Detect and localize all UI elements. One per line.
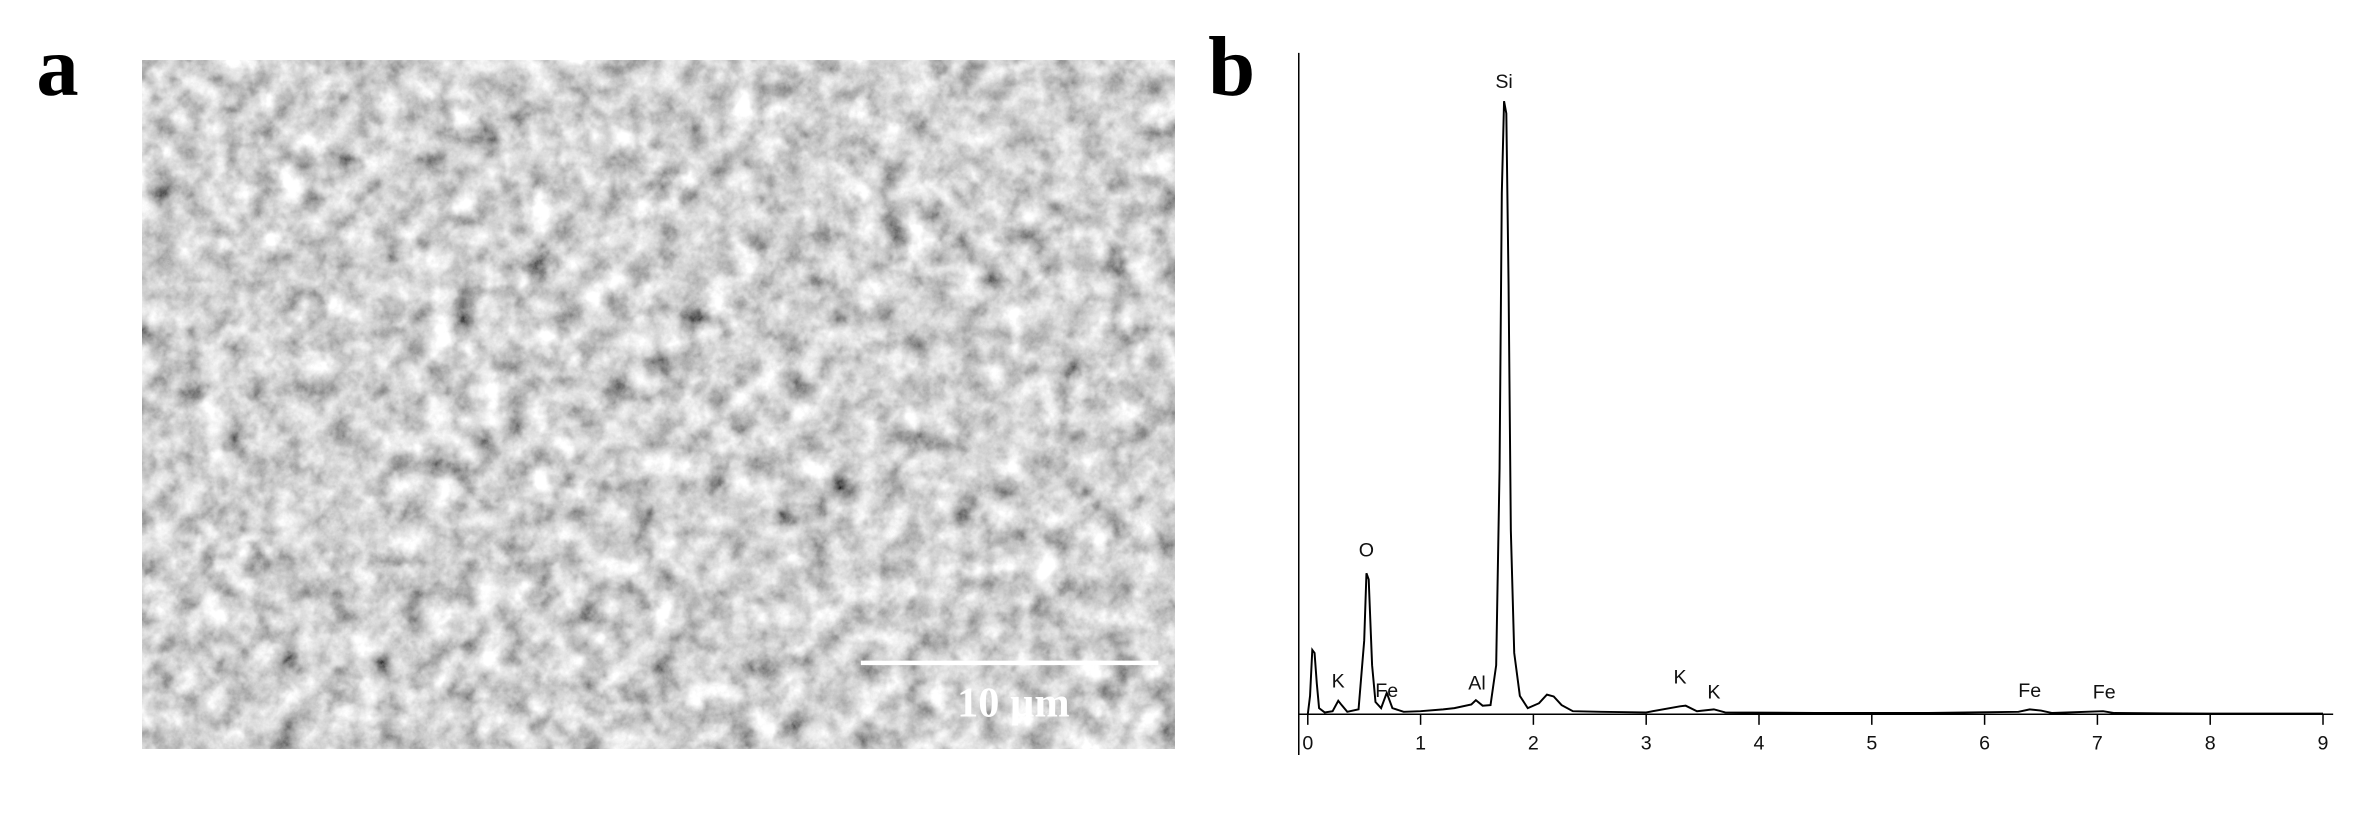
x-tick-label: 5 (1866, 733, 1877, 755)
panel-label: a (36, 21, 78, 114)
panel-label: b (1208, 21, 1255, 114)
peak-label: K (1673, 666, 1686, 688)
peak-label: Si (1495, 71, 1512, 93)
peak-label: K (1707, 682, 1720, 704)
x-tick-label: 3 (1641, 733, 1652, 755)
x-tick-label: 6 (1979, 733, 1990, 755)
peak-label: O (1359, 539, 1374, 561)
x-tick-label: 8 (2205, 733, 2216, 755)
peak-label: Fe (2093, 682, 2116, 704)
x-tick-label: 2 (1528, 733, 1539, 755)
peak-label: Fe (2018, 680, 2041, 702)
x-tick-label: 1 (1415, 733, 1426, 755)
peak-label: K (1332, 671, 1345, 693)
x-tick-label: 0 (1302, 733, 1313, 755)
peak-label: Al (1468, 672, 1485, 694)
peak-label: Fe (1375, 680, 1398, 702)
spectrum-line (1306, 100, 2324, 715)
sem-texture (142, 60, 1175, 749)
x-tick-label: 9 (2318, 733, 2329, 755)
x-tick-label: 7 (2092, 733, 2103, 755)
x-tick-label: 4 (1754, 733, 1765, 755)
scale-bar-label: 10 µm (957, 679, 1069, 726)
